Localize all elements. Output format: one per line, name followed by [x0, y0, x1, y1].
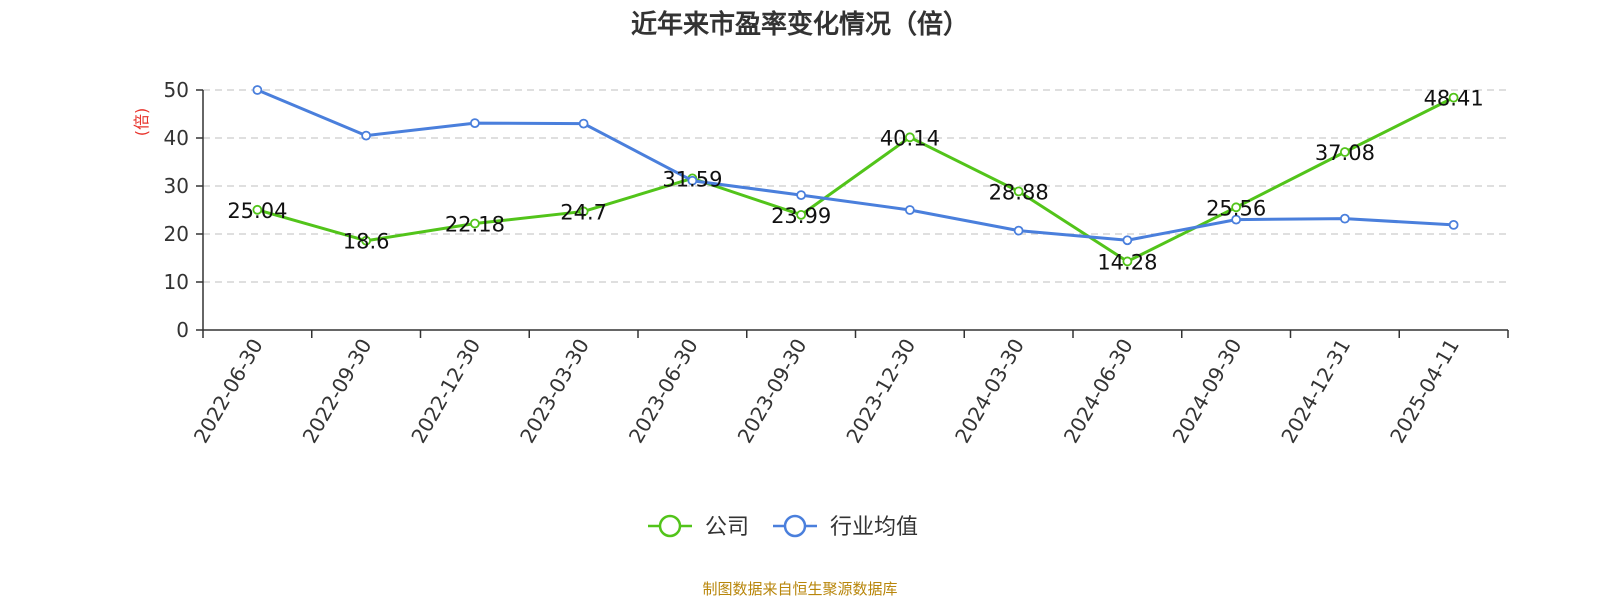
legend: 公司 行业均值	[648, 514, 918, 540]
data-point	[1013, 225, 1024, 236]
x-tick-label: 2025-04-11	[1385, 335, 1464, 448]
data-label: 14.28	[1097, 250, 1157, 274]
data-point	[904, 205, 915, 215]
data-point	[469, 118, 480, 129]
x-tick-label: 2024-12-31	[1276, 335, 1355, 448]
data-point	[252, 204, 263, 215]
data-label: 23.99	[771, 204, 831, 228]
x-tick-label: 2023-03-30	[515, 335, 594, 448]
data-label: 28.88	[989, 180, 1049, 204]
series-lines	[252, 85, 1459, 267]
y-tick-label: 30	[164, 174, 189, 198]
source-note: 制图数据来自恒生聚源数据库	[702, 580, 898, 598]
x-tick-label: 2023-06-30	[624, 335, 703, 448]
x-tick-label: 2024-06-30	[1059, 335, 1138, 448]
data-point	[796, 190, 807, 201]
x-tick-label: 2022-12-30	[406, 335, 485, 448]
series-line-company	[256, 96, 1455, 263]
data-point	[1231, 214, 1242, 225]
chart-title: 近年来市盈率变化情况（倍）	[630, 10, 969, 40]
legend-marker	[658, 514, 682, 538]
data-point	[1013, 186, 1024, 197]
data-point	[578, 206, 589, 217]
axes: 0 10 20 30 40 50 (倍) 2022-06-30 2022-09-30 2022-1…	[132, 78, 1509, 448]
data-point	[1122, 256, 1133, 267]
x-tick-label: 2024-09-30	[1168, 335, 1247, 448]
data-point	[1448, 92, 1459, 103]
data-label: 40.14	[880, 126, 940, 150]
legend-marker	[783, 514, 807, 538]
data-point	[1231, 202, 1242, 213]
series-line-industry	[256, 88, 1454, 242]
y-tick-label: 10	[164, 270, 189, 294]
data-point	[796, 209, 807, 220]
x-tick-label: 2022-09-30	[298, 335, 377, 448]
grid-lines	[203, 89, 1508, 283]
data-point	[1122, 235, 1133, 246]
data-point	[361, 235, 372, 246]
y-axis-title: (倍)	[132, 108, 151, 137]
data-point	[1339, 147, 1350, 157]
data-labels: 25.04 18.6 22.18 24.7 31.59 23.99 40.14 28.88 14…	[227, 87, 1483, 275]
data-point	[469, 218, 480, 229]
data-point	[687, 175, 698, 186]
y-tick-label: 50	[164, 78, 189, 102]
data-point	[252, 85, 263, 95]
data-label: 18.6	[343, 230, 390, 254]
data-label: 22.18	[445, 213, 505, 237]
x-tick-label: 2022-06-30	[189, 335, 268, 448]
data-label: 48.41	[1424, 87, 1484, 111]
data-point	[578, 118, 589, 129]
y-tick-label: 20	[164, 222, 189, 246]
data-point	[1339, 213, 1350, 224]
data-point	[904, 132, 915, 143]
data-point	[361, 130, 372, 141]
y-tick-label: 40	[164, 126, 189, 150]
legend-label: 行业均值	[830, 515, 918, 540]
data-label: 37.08	[1315, 141, 1375, 165]
data-label: 24.7	[560, 200, 607, 224]
data-label: 31.59	[662, 167, 722, 191]
data-label: 25.56	[1206, 196, 1266, 220]
x-tick-label: 2023-09-30	[733, 335, 812, 448]
y-tick-label: 0	[176, 318, 189, 342]
data-label: 25.04	[227, 199, 287, 223]
data-point	[1448, 219, 1459, 230]
x-tick-label: 2023-12-30	[841, 335, 920, 448]
legend-label: 公司	[705, 515, 749, 540]
x-tick-label: 2024-03-30	[950, 335, 1029, 448]
